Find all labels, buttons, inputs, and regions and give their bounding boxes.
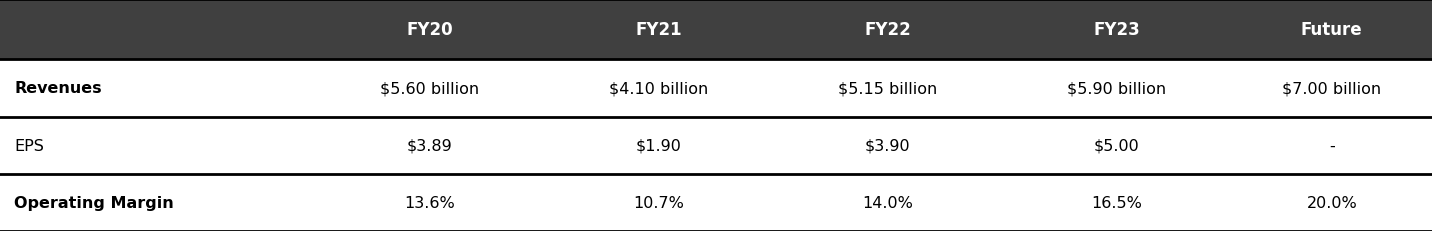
Text: Revenues: Revenues <box>14 81 102 96</box>
Text: $3.90: $3.90 <box>865 138 911 153</box>
Text: 14.0%: 14.0% <box>862 195 914 210</box>
Text: FY23: FY23 <box>1094 21 1140 39</box>
Text: Operating Margin: Operating Margin <box>14 195 175 210</box>
Text: FY21: FY21 <box>636 21 682 39</box>
Text: 10.7%: 10.7% <box>633 195 684 210</box>
Text: FY20: FY20 <box>407 21 453 39</box>
Text: 13.6%: 13.6% <box>404 195 455 210</box>
Text: $5.15 billion: $5.15 billion <box>838 81 938 96</box>
Text: Future: Future <box>1300 21 1363 39</box>
Text: 16.5%: 16.5% <box>1091 195 1143 210</box>
Bar <box>0 0 1432 60</box>
Text: $5.00: $5.00 <box>1094 138 1140 153</box>
Text: $3.89: $3.89 <box>407 138 453 153</box>
Text: 20.0%: 20.0% <box>1306 195 1358 210</box>
Text: $4.10 billion: $4.10 billion <box>609 81 709 96</box>
Text: $1.90: $1.90 <box>636 138 682 153</box>
Text: -: - <box>1329 138 1335 153</box>
Text: $7.00 billion: $7.00 billion <box>1282 81 1382 96</box>
Text: $5.90 billion: $5.90 billion <box>1067 81 1167 96</box>
Text: FY22: FY22 <box>865 21 911 39</box>
Text: $5.60 billion: $5.60 billion <box>379 81 480 96</box>
Text: EPS: EPS <box>14 138 44 153</box>
